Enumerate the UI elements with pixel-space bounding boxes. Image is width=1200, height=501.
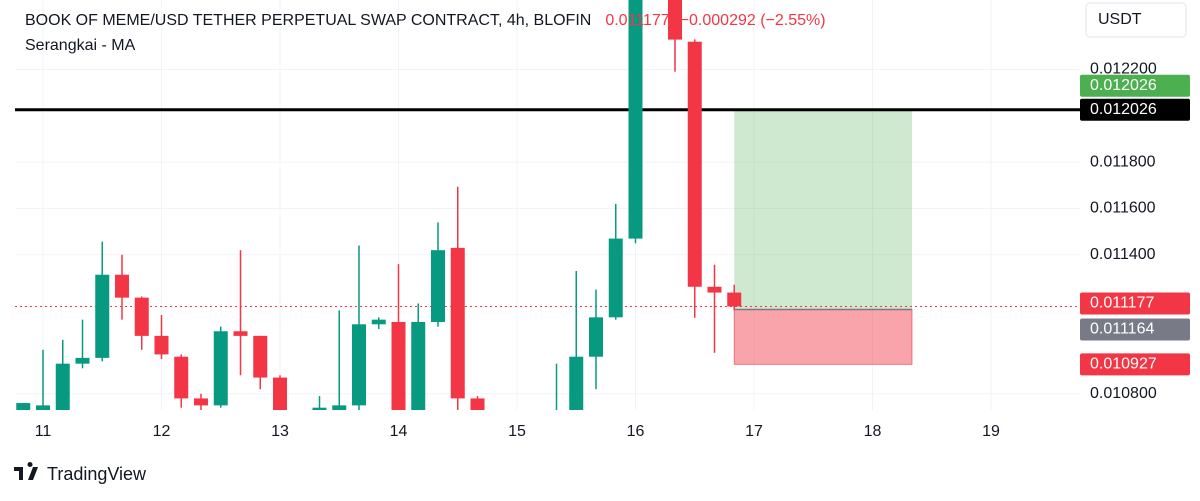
candle-body: [352, 324, 366, 406]
candle-body: [134, 297, 149, 336]
y-tick-label: 0.011800: [1090, 153, 1156, 170]
last-price-text: 0.011177: [605, 12, 669, 29]
candle-body: [470, 398, 485, 410]
profit-zone: [734, 109, 912, 310]
candle-body: [411, 321, 426, 410]
price-tag: [1080, 98, 1190, 121]
logo-icon: [14, 462, 38, 480]
price-change: −0.000292 (−2.55%): [680, 12, 826, 29]
indicator-label: Serangkai - MA: [25, 37, 136, 54]
price-tag-label: 0.012026: [1090, 101, 1157, 118]
price-tag-label: 0.012026: [1090, 77, 1157, 94]
x-tick-label: 19: [982, 423, 1000, 440]
tradingview-logo: TradingView: [14, 462, 147, 484]
overlay: BOOK OF MEME/USD TETHER PERPETUAL SWAP C…: [14, 2, 1187, 484]
candle-body: [391, 321, 406, 410]
axes: 0.010800 0.011400 0.011600 0.011800 0.012200…: [35, 61, 1190, 440]
price-tag: [1080, 353, 1190, 376]
x-tick-label: 13: [271, 423, 289, 440]
price-tag: [1080, 74, 1190, 97]
y-tick-label: 0.011400: [1090, 246, 1156, 263]
candle-body: [194, 398, 208, 406]
candle-body: [332, 405, 347, 410]
x-tick-label: 14: [390, 423, 408, 440]
chart-title: BOOK OF MEME/USD TETHER PERPETUAL SWAP C…: [25, 12, 591, 29]
currency-label[interactable]: USDT: [1098, 11, 1142, 28]
price-tag-label: 0.011164: [1090, 321, 1154, 338]
y-tick-label: 0.010800: [1090, 385, 1157, 402]
candle-body: [687, 41, 702, 287]
candle-body: [253, 335, 268, 378]
price-tag: [1080, 318, 1190, 341]
candle-body: [174, 356, 189, 399]
y-tick-label: 0.011600: [1090, 200, 1156, 217]
candle-body: [154, 335, 169, 355]
candle-body: [450, 247, 465, 399]
candle-body: [569, 356, 584, 410]
candle-body: [16, 403, 31, 410]
candle-body: [55, 363, 70, 410]
y-tick-label: 0.012200: [1090, 61, 1157, 78]
x-tick-label: 18: [864, 423, 882, 440]
candle-body: [371, 319, 386, 325]
price-tag: [1080, 292, 1190, 315]
candle-body: [95, 274, 110, 358]
price-tag-label: 0.010927: [1090, 356, 1157, 373]
candle-body: [431, 250, 445, 322]
x-tick-label: 11: [35, 423, 52, 440]
loss-zone: [733, 308, 913, 365]
candle-body: [707, 286, 722, 293]
candle-body: [115, 274, 129, 298]
price-tag-label: 0.011177: [1090, 295, 1154, 312]
x-tick-label: 15: [508, 423, 526, 440]
candle-body: [312, 407, 327, 410]
candle-body: [75, 357, 90, 364]
currency-box[interactable]: [1085, 2, 1187, 38]
candle-body: [273, 377, 287, 410]
x-tick-label: 17: [745, 423, 763, 440]
candle-body: [233, 331, 248, 336]
candle-body: [608, 238, 623, 318]
candle-body: [727, 292, 742, 307]
plot-area: [15, 0, 1080, 410]
x-tick-label: 16: [627, 423, 645, 440]
x-tick-label: 12: [153, 423, 171, 440]
candle-body: [668, 0, 682, 40]
footer-brand: TradingView: [47, 464, 147, 484]
candle-body: [36, 405, 50, 410]
candle-body: [213, 331, 228, 406]
candle-body: [628, 0, 643, 239]
candle-body: [589, 317, 603, 357]
